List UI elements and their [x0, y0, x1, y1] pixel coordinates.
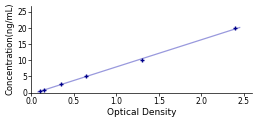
Y-axis label: Concentration(ng/mL): Concentration(ng/mL) — [6, 3, 14, 95]
X-axis label: Optical Density: Optical Density — [107, 108, 176, 117]
